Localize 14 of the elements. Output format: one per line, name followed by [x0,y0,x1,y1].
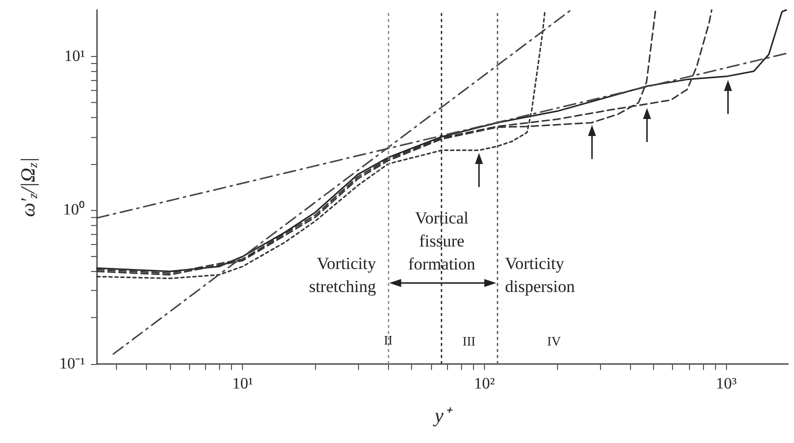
annotation: III [462,334,476,348]
y-axis-title: ω′z/|Ωz| [18,157,40,217]
annotation: Vorticity dispersion [505,254,576,296]
x-tick-label: 10³ [716,376,737,392]
annotation: II [384,332,393,348]
x-tick-label: 10¹ [232,376,254,392]
y-tick-label: 10⁰ [63,200,85,219]
y-tick-label: 10⁻¹ [59,356,86,372]
x-axis-title: y⁺ [432,405,454,427]
x-tick-label: 10² [474,376,496,392]
annotation: Vortical fissure formation [408,208,476,274]
y-tick-label: 10¹ [64,48,86,65]
annotation: IV [547,334,562,348]
annotation: Vorticity stretching [308,254,376,296]
